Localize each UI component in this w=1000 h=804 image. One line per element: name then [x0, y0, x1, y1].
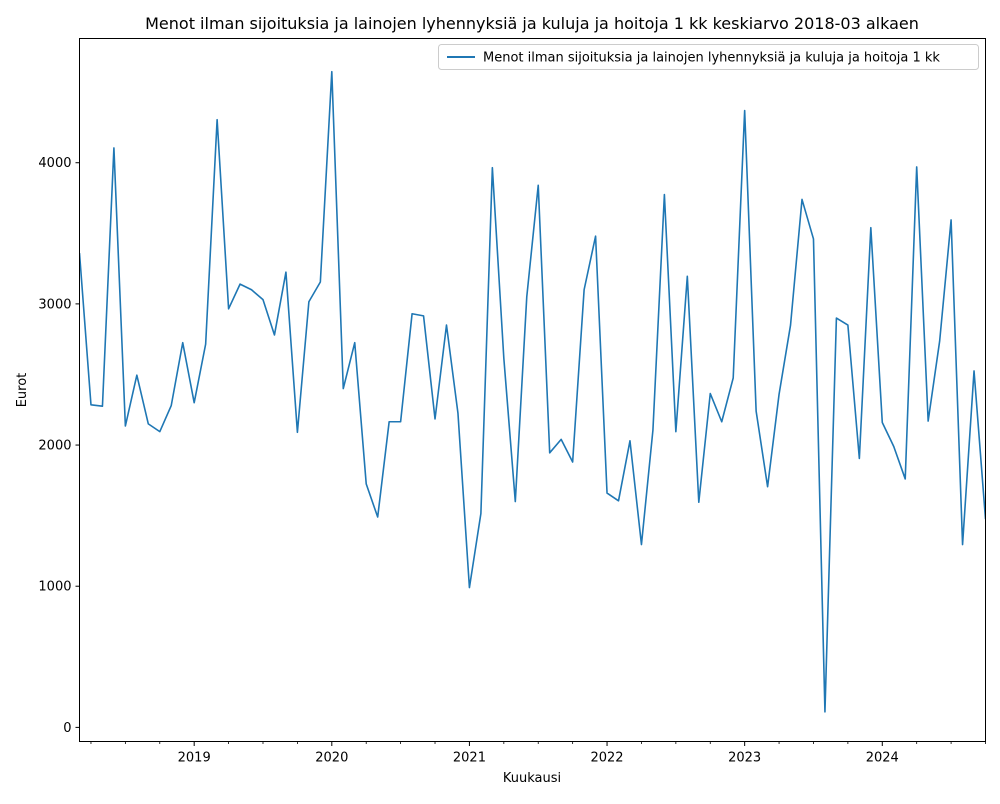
legend: Menot ilman sijoituksia ja lainojen lyhe…: [438, 44, 979, 70]
legend-box: [438, 44, 979, 70]
plot-frame: [79, 38, 986, 742]
y-tick-label: 1000: [38, 580, 71, 595]
x-tick-label: 2021: [453, 751, 486, 766]
x-tick-label: 2023: [728, 751, 761, 766]
y-axis-title: Eurot: [15, 373, 30, 408]
x-tick-label: 2024: [866, 751, 899, 766]
y-tick-label: 4000: [38, 156, 71, 171]
x-axis: 2019 2020 2021 2022 2023 2024: [90, 741, 986, 766]
series-line: [79, 70, 986, 713]
x-tick-label: 2020: [315, 751, 348, 766]
y-axis: 0 1000 2000 3000 4000: [38, 156, 80, 736]
chart-title: Menot ilman sijoituksia ja lainojen lyhe…: [145, 14, 919, 33]
x-tick-label: 2019: [178, 751, 211, 766]
x-axis-title: Kuukausi: [503, 771, 561, 786]
y-tick-label: 0: [63, 721, 71, 736]
legend-label: Menot ilman sijoituksia ja lainojen lyhe…: [483, 51, 940, 66]
y-tick-label: 2000: [38, 439, 71, 454]
y-tick-label: 3000: [38, 297, 71, 312]
x-tick-label: 2022: [590, 751, 623, 766]
series-layer: [79, 70, 986, 713]
